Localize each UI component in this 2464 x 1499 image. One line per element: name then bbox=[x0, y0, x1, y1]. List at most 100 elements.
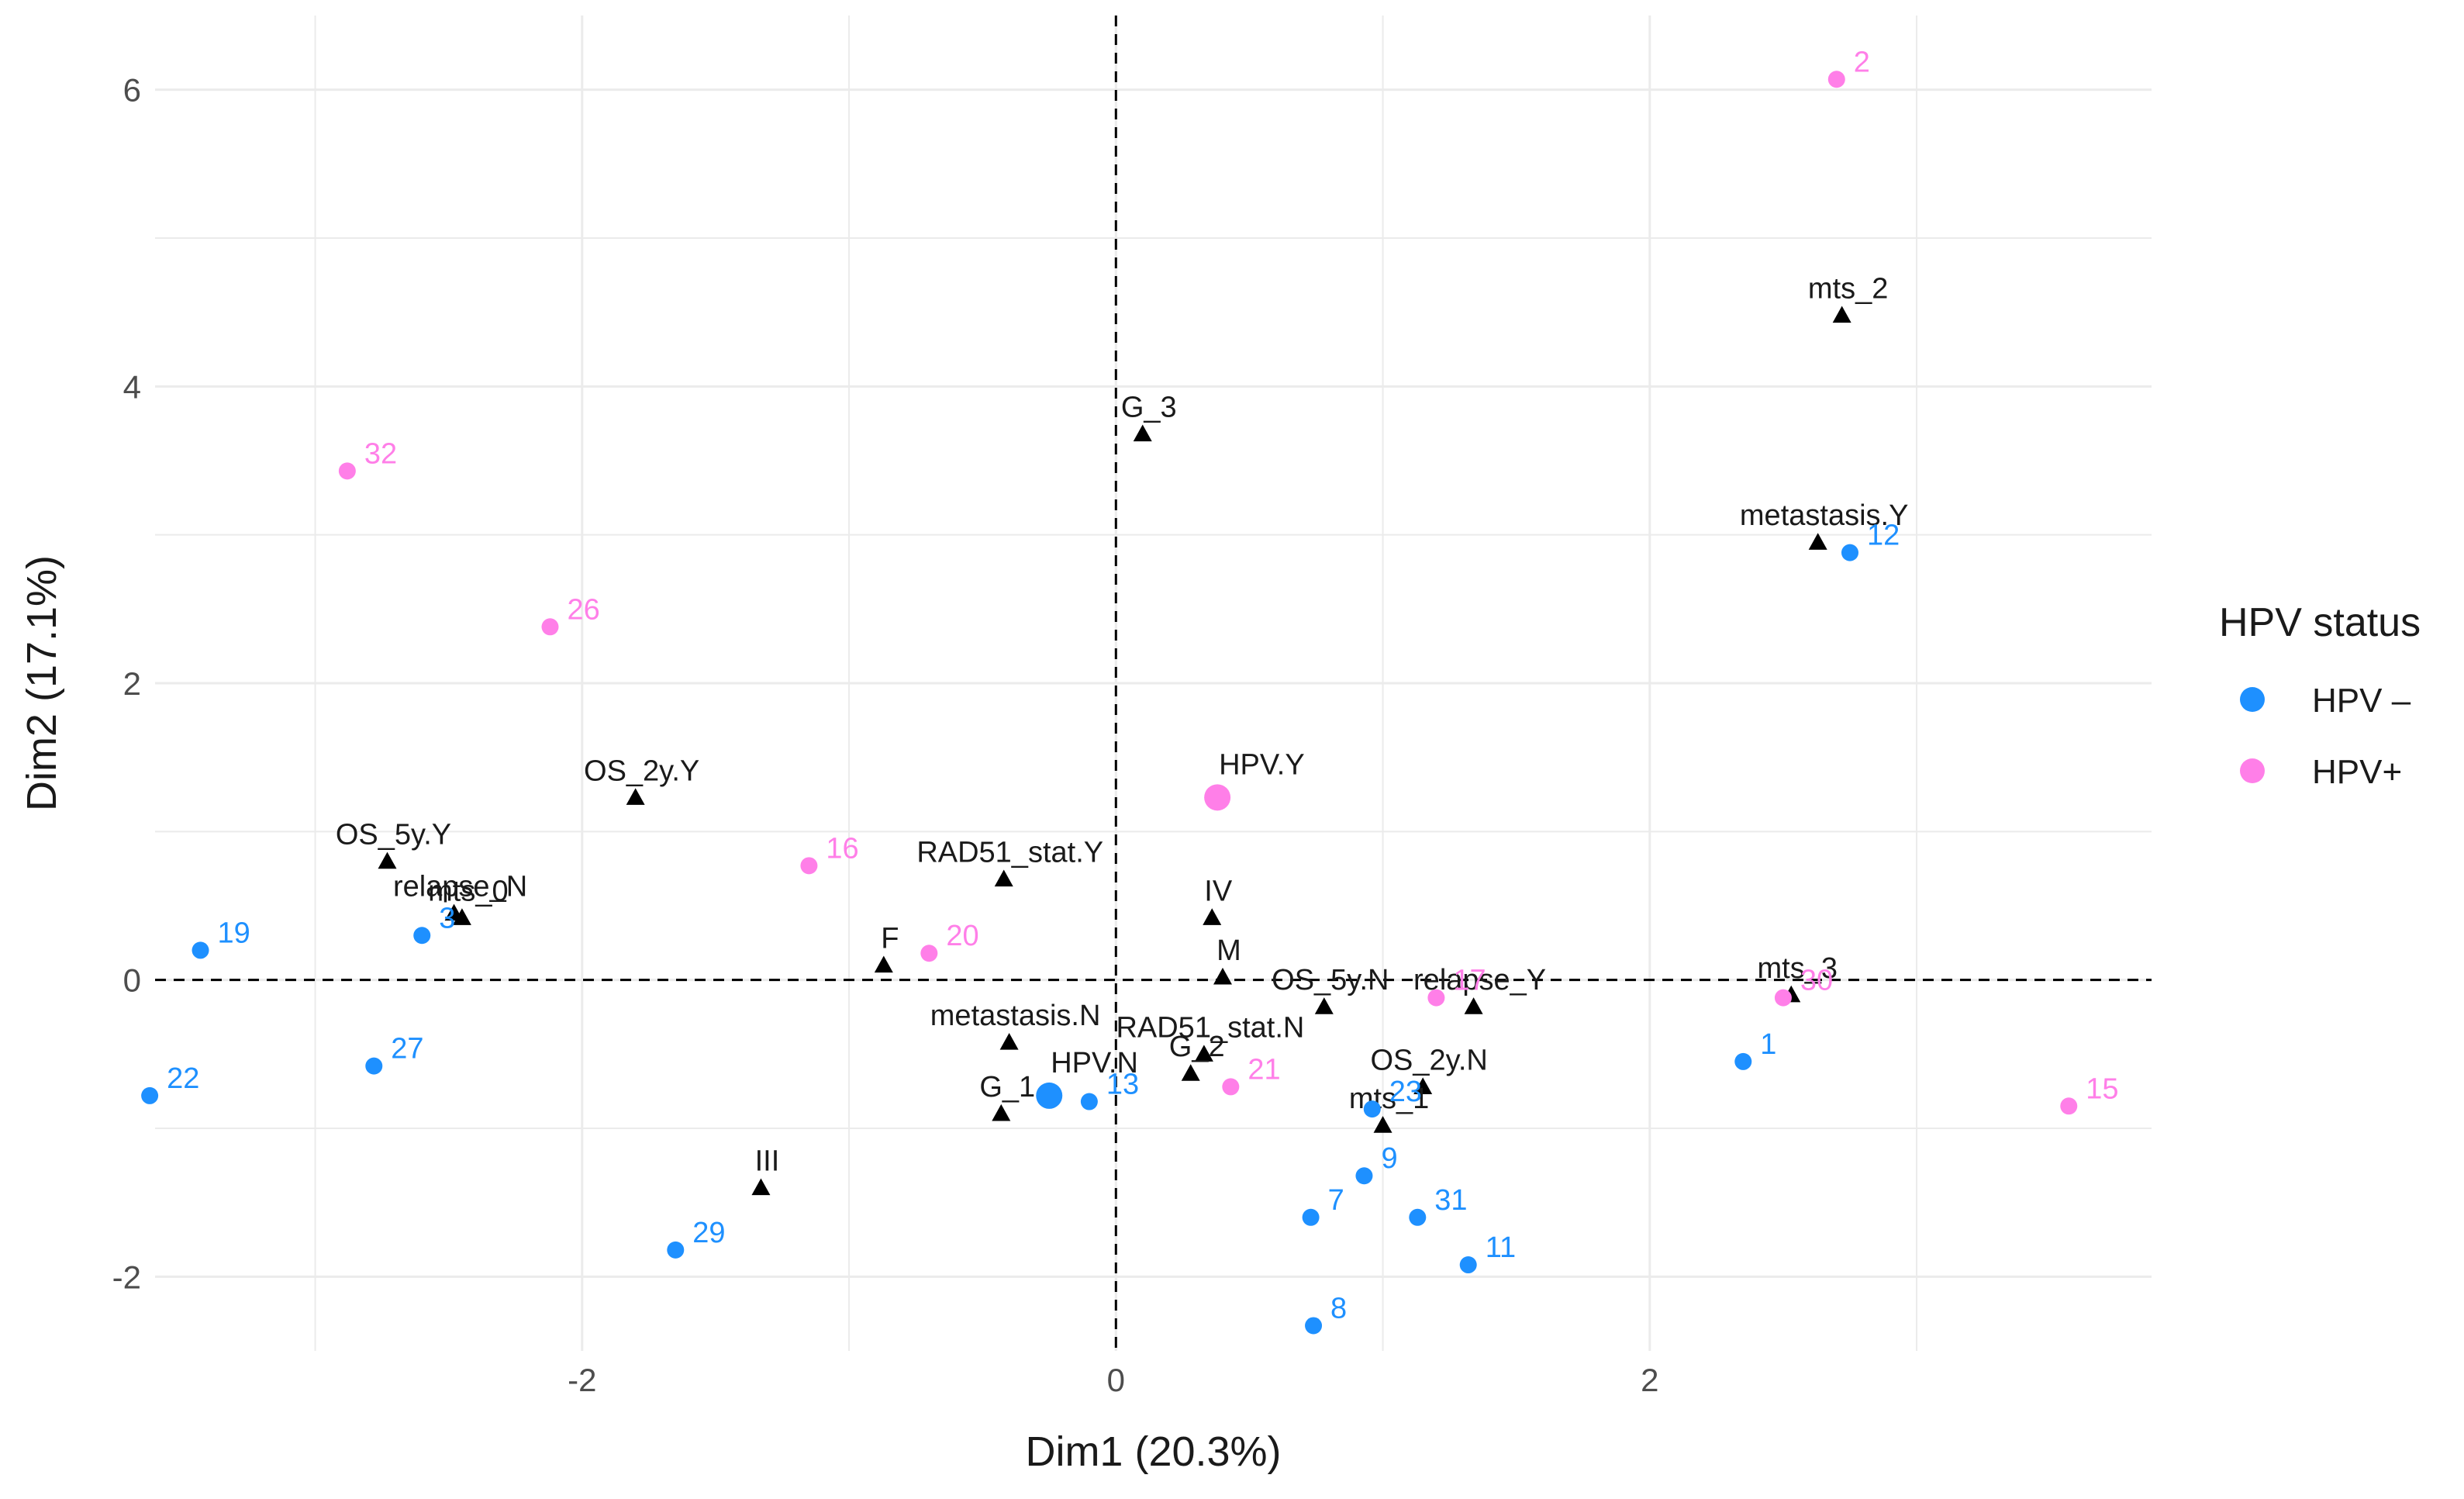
variable-label: RAD51_stat.N bbox=[1116, 1011, 1304, 1044]
y-axis-title: Dim2 (17.1%) bbox=[19, 555, 65, 811]
variable-marker bbox=[1133, 424, 1152, 442]
data-point bbox=[1222, 1078, 1240, 1096]
group-centroid-label: HPV.N bbox=[1051, 1047, 1138, 1079]
data-point-label: 22 bbox=[167, 1062, 199, 1095]
data-point bbox=[800, 857, 818, 875]
variable-marker bbox=[994, 869, 1013, 887]
group-centroid-point bbox=[1204, 784, 1231, 811]
legend-entry-label: HPV – bbox=[2312, 682, 2411, 720]
variable-marker bbox=[1832, 306, 1851, 323]
variable-marker bbox=[626, 788, 645, 805]
y-tick-label: 6 bbox=[123, 72, 141, 109]
y-tick-label: 0 bbox=[123, 962, 141, 999]
data-point bbox=[192, 941, 209, 959]
data-point bbox=[365, 1057, 383, 1075]
legend-entry-label: HPV+ bbox=[2312, 753, 2402, 791]
data-point bbox=[1459, 1256, 1477, 1274]
x-tick-label: -2 bbox=[568, 1362, 596, 1398]
data-point-label: 26 bbox=[567, 593, 599, 626]
data-point-label: 17 bbox=[1453, 965, 1486, 997]
data-point-label: 1 bbox=[1760, 1028, 1776, 1061]
data-point bbox=[1774, 989, 1792, 1007]
data-point-label: 27 bbox=[391, 1033, 423, 1066]
data-point-label: 13 bbox=[1106, 1069, 1139, 1101]
variable-marker bbox=[1203, 908, 1222, 925]
variable-marker bbox=[874, 955, 893, 973]
data-point-label: 16 bbox=[826, 832, 858, 865]
variable-label: OS_2y.Y bbox=[584, 755, 699, 787]
variable-marker bbox=[1213, 967, 1233, 985]
data-point-label: 32 bbox=[364, 437, 397, 470]
variable-marker bbox=[1373, 1116, 1392, 1133]
variable-label: III bbox=[755, 1145, 780, 1178]
data-point-label: 23 bbox=[1389, 1076, 1422, 1108]
variable-label: mts_3 bbox=[1758, 952, 1838, 985]
y-tick-label: -2 bbox=[112, 1259, 141, 1295]
variable-marker bbox=[378, 851, 397, 869]
variable-label: G_1 bbox=[979, 1071, 1035, 1104]
data-point bbox=[1841, 544, 1858, 561]
variable-marker bbox=[452, 908, 471, 925]
x-tick-label: 0 bbox=[1107, 1362, 1125, 1398]
group-centroid-point bbox=[1036, 1082, 1063, 1109]
data-point bbox=[667, 1241, 685, 1259]
variable-marker bbox=[1194, 1045, 1213, 1062]
data-point bbox=[1827, 71, 1845, 88]
variable-marker bbox=[1413, 1077, 1433, 1095]
variable-marker bbox=[1464, 997, 1483, 1014]
variable-marker bbox=[1314, 997, 1334, 1014]
variable-marker bbox=[1808, 533, 1827, 550]
data-point-label: 29 bbox=[692, 1217, 725, 1249]
variable-marker bbox=[751, 1178, 771, 1196]
data-point bbox=[141, 1086, 159, 1104]
data-point-label: 12 bbox=[1867, 520, 1900, 552]
y-tick-label: 2 bbox=[123, 665, 141, 702]
data-point bbox=[1427, 989, 1445, 1007]
data-point bbox=[413, 927, 431, 945]
data-point bbox=[1409, 1208, 1427, 1226]
data-point bbox=[1080, 1093, 1098, 1110]
variable-label: metastasis.N bbox=[930, 1000, 1101, 1032]
data-point-label: 3 bbox=[439, 902, 455, 934]
data-point-label: 8 bbox=[1330, 1292, 1347, 1325]
variable-label: mts_0 bbox=[428, 875, 508, 907]
data-point-label: 9 bbox=[1381, 1142, 1397, 1175]
group-centroid-label: HPV.Y bbox=[1219, 748, 1305, 781]
data-point bbox=[2060, 1097, 2078, 1115]
variable-label: OS_2y.N bbox=[1371, 1044, 1488, 1076]
data-point-label: 15 bbox=[2086, 1072, 2118, 1105]
data-point bbox=[1363, 1100, 1381, 1118]
data-point bbox=[1302, 1208, 1320, 1226]
variable-marker bbox=[1181, 1064, 1200, 1081]
legend-swatch bbox=[2240, 687, 2265, 712]
data-point-label: 21 bbox=[1248, 1053, 1280, 1086]
variable-marker bbox=[999, 1033, 1019, 1050]
variable-marker bbox=[992, 1104, 1011, 1121]
data-point bbox=[541, 618, 559, 636]
data-point-label: 19 bbox=[218, 917, 250, 949]
legend-title: HPV status bbox=[2219, 600, 2421, 645]
data-point-label: 2 bbox=[1854, 46, 1870, 78]
data-point bbox=[920, 945, 938, 962]
data-point-label: 31 bbox=[1434, 1184, 1467, 1217]
variable-label: G_2 bbox=[1169, 1031, 1225, 1063]
data-point-label: 30 bbox=[1800, 965, 1833, 997]
x-tick-label: 2 bbox=[1641, 1362, 1658, 1398]
data-point bbox=[338, 462, 356, 480]
data-point-label: 11 bbox=[1486, 1231, 1516, 1264]
variable-label: M bbox=[1216, 934, 1241, 967]
variable-label: G_3 bbox=[1121, 392, 1177, 424]
variable-label: metastasis.Y bbox=[1740, 499, 1909, 532]
data-point bbox=[1305, 1317, 1323, 1335]
variable-label: relapse_N bbox=[393, 871, 527, 903]
variable-label: OS_5y.N bbox=[1272, 964, 1389, 996]
data-point-label: 7 bbox=[1328, 1184, 1344, 1217]
variable-label: IV bbox=[1204, 875, 1233, 907]
variable-label: mts_1 bbox=[1349, 1083, 1429, 1115]
data-point bbox=[1355, 1167, 1373, 1185]
variable-label: RAD51_stat.Y bbox=[916, 837, 1103, 869]
data-point bbox=[1734, 1052, 1752, 1070]
legend-swatch bbox=[2240, 758, 2265, 783]
